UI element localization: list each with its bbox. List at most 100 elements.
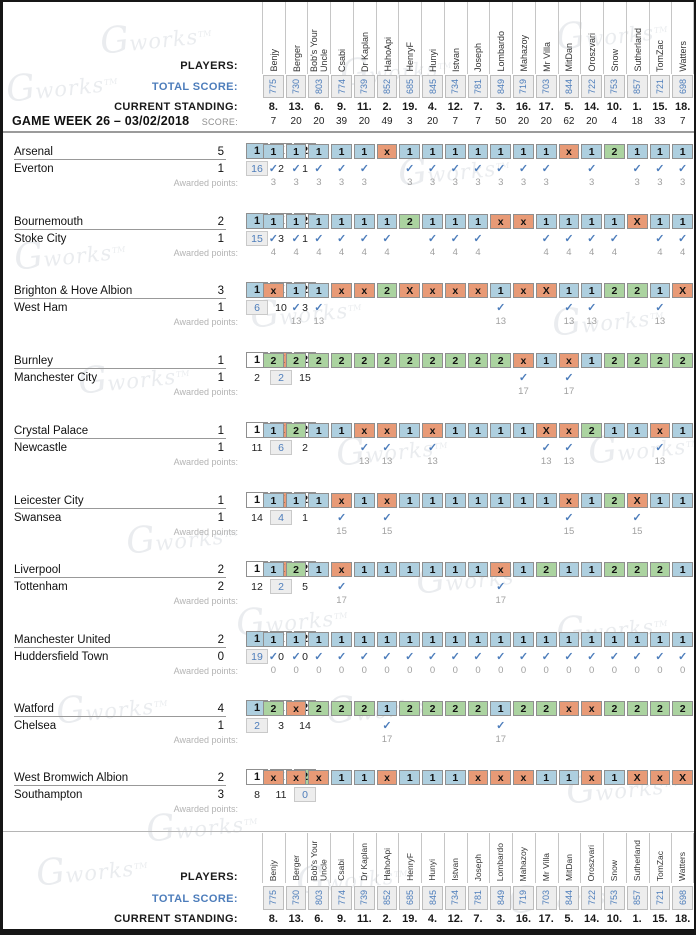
player-total-box: 781 bbox=[467, 886, 489, 910]
watermark-text: works bbox=[64, 856, 136, 888]
player-column: Sutherland bbox=[625, 0, 649, 74]
correct-checkmark: ✓ bbox=[496, 580, 506, 593]
prediction-cell: 1 bbox=[285, 283, 307, 298]
points-cell bbox=[467, 315, 490, 327]
check-placeholder bbox=[489, 510, 512, 524]
prediction-cell: x bbox=[558, 701, 580, 716]
player-name: Mr Villa bbox=[540, 852, 551, 881]
prediction-cell: 1 bbox=[490, 632, 512, 647]
player-name: TomZac bbox=[654, 850, 665, 881]
player-standing: 12. bbox=[447, 100, 463, 113]
player-total-column: 857 bbox=[626, 886, 649, 910]
prediction-cell: 1 bbox=[263, 214, 284, 229]
away-team-goals: 1 bbox=[217, 163, 224, 175]
check-placeholder bbox=[671, 510, 694, 524]
outcome-count-cell-2: 14 bbox=[299, 719, 311, 732]
correct-checkmark: ✓ bbox=[291, 301, 301, 314]
checkmark-row bbox=[262, 787, 694, 801]
away-team-name: West Ham bbox=[14, 302, 68, 314]
points-cell: 3 bbox=[407, 176, 413, 188]
points-cell: 0 bbox=[657, 664, 663, 676]
prediction-cell: 1 bbox=[535, 144, 557, 159]
player-total-column: 852 bbox=[376, 75, 399, 98]
player-standing: 4. bbox=[427, 100, 438, 113]
prediction-cell: 1 bbox=[308, 562, 330, 577]
points-cell bbox=[649, 733, 672, 745]
player-total-score: 775 bbox=[268, 890, 279, 906]
prediction-cell: 2 bbox=[444, 353, 466, 368]
check-placeholder bbox=[580, 370, 603, 384]
check-placeholder bbox=[398, 300, 421, 314]
player-column: Lombardo bbox=[489, 0, 512, 74]
points-cell bbox=[603, 455, 626, 467]
prediction-cell: x bbox=[422, 283, 443, 298]
header-divider bbox=[0, 131, 696, 133]
prediction-cell: 1 bbox=[376, 701, 398, 716]
check-placeholder bbox=[262, 787, 285, 801]
home-team-goals: 2 bbox=[217, 563, 224, 576]
player-name: Watters bbox=[676, 852, 687, 881]
points-cell bbox=[398, 455, 421, 467]
player-standing: 18. bbox=[674, 912, 691, 925]
player-total-column: 845 bbox=[421, 886, 444, 910]
player-column: HahoApi bbox=[375, 833, 399, 883]
away-team-goals: 1 bbox=[217, 720, 224, 732]
prediction-cell: 1 bbox=[444, 214, 466, 229]
player-name: Dr Kaplan bbox=[359, 31, 370, 72]
player-total-column: 803 bbox=[307, 75, 330, 98]
points-row: 4 4 4 4 4 4 4 4 4 4 4 4 4 4 4 bbox=[262, 246, 694, 258]
prediction-cell: x bbox=[263, 283, 284, 298]
prediction-cell: 2 bbox=[626, 353, 648, 368]
prediction-cell: 1 bbox=[581, 353, 603, 368]
player-total-score: 774 bbox=[336, 890, 347, 906]
points-cell: 0 bbox=[543, 664, 549, 676]
player-column: HenryF bbox=[398, 0, 421, 74]
away-team-row: Chelsea 1 bbox=[14, 718, 226, 734]
check-placeholder bbox=[603, 440, 626, 454]
check-placeholder bbox=[603, 300, 626, 314]
points-cell: 3 bbox=[316, 176, 322, 188]
prediction-cell: 2 bbox=[649, 353, 671, 368]
watermark-tm: TM bbox=[197, 28, 212, 40]
prediction-cell: 1 bbox=[672, 214, 693, 229]
points-cell: 13 bbox=[427, 455, 438, 467]
awarded-points-label: Awarded points: bbox=[173, 178, 238, 188]
player-total-score: 730 bbox=[291, 890, 302, 906]
correct-checkmark: ✓ bbox=[655, 441, 665, 454]
prediction-cell: x bbox=[467, 770, 489, 785]
check-placeholder bbox=[262, 718, 285, 732]
points-cell bbox=[307, 594, 330, 606]
check-placeholder bbox=[285, 510, 308, 524]
check-placeholder bbox=[330, 787, 353, 801]
correct-checkmark: ✓ bbox=[678, 650, 688, 663]
points-cell: 13 bbox=[586, 315, 597, 327]
prediction-cell: 1 bbox=[535, 493, 557, 508]
points-cell: 4 bbox=[270, 246, 277, 258]
points-cell bbox=[285, 455, 308, 467]
check-placeholder bbox=[467, 370, 490, 384]
awarded-points-label: Awarded points: bbox=[173, 387, 238, 397]
prediction-cell: 1 bbox=[467, 632, 489, 647]
player-week-score: 4 bbox=[611, 116, 618, 127]
home-team-row: Leicester City 1 bbox=[14, 493, 226, 509]
prediction-cell: 1 bbox=[649, 214, 671, 229]
player-total-box: 734 bbox=[444, 886, 466, 910]
away-team-name: Swansea bbox=[14, 512, 62, 524]
points-cell: 0 bbox=[679, 664, 686, 676]
points-cell: 0 bbox=[429, 664, 436, 676]
points-cell: 3 bbox=[475, 176, 481, 188]
check-placeholder bbox=[262, 440, 285, 454]
prediction-cell: 1 bbox=[490, 493, 512, 508]
points-cell: 0 bbox=[316, 664, 322, 676]
prediction-cell: 1 bbox=[285, 493, 307, 508]
outcome-count-cell-1: 8 bbox=[254, 788, 260, 801]
check-placeholder bbox=[444, 579, 467, 593]
footer-current-standing-label: CURRENT STANDING: bbox=[114, 913, 238, 925]
correct-checkmark: ✓ bbox=[382, 511, 392, 524]
points-cell bbox=[535, 733, 558, 745]
player-total-score: 844 bbox=[563, 78, 574, 95]
check-placeholder bbox=[467, 787, 490, 801]
home-team-row: Liverpool 2 bbox=[14, 562, 226, 578]
player-total-box: 844 bbox=[558, 75, 580, 98]
